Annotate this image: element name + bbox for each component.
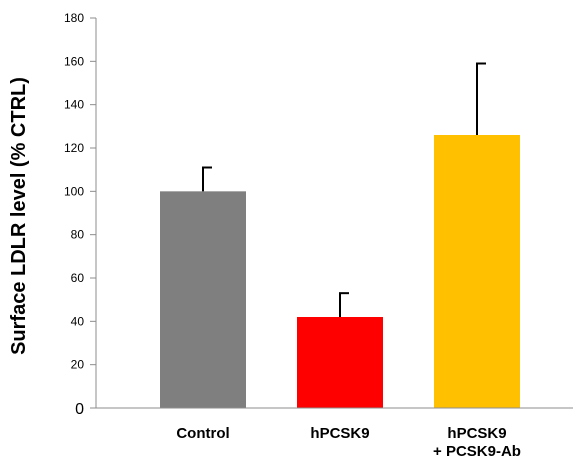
bar [160, 191, 246, 408]
bar [434, 135, 520, 408]
y-axis-title: Surface LDLR level (% CTRL) [8, 77, 30, 355]
y-tick-label: 60 [71, 271, 85, 285]
y-tick-label: 180 [64, 11, 84, 25]
y-tick-label: 40 [71, 314, 85, 328]
x-category-label: hPCSK9 [447, 425, 506, 442]
x-labels-group: Control hPCSK9 hPCSK9+ PCSK9-Ab [176, 425, 521, 460]
axes-group [95, 18, 573, 409]
y-ticks-group: 0 20 40 60 80 100 120 140 160 180 [64, 11, 96, 418]
error-bars-group [202, 62, 486, 317]
y-tick-label: 160 [64, 54, 84, 68]
bar [297, 317, 383, 408]
x-category-label: hPCSK9 [310, 425, 369, 442]
x-category-label: Control [176, 425, 229, 442]
y-tick-label: 80 [71, 228, 85, 242]
x-category-label: + PCSK9-Ab [433, 443, 521, 460]
y-tick-label: 0 [75, 401, 84, 418]
y-tick-label: 120 [64, 141, 84, 155]
y-tick-label: 140 [64, 98, 84, 112]
y-tick-label: 100 [64, 184, 84, 198]
bars-group [160, 135, 520, 408]
y-tick-label: 20 [71, 358, 85, 372]
